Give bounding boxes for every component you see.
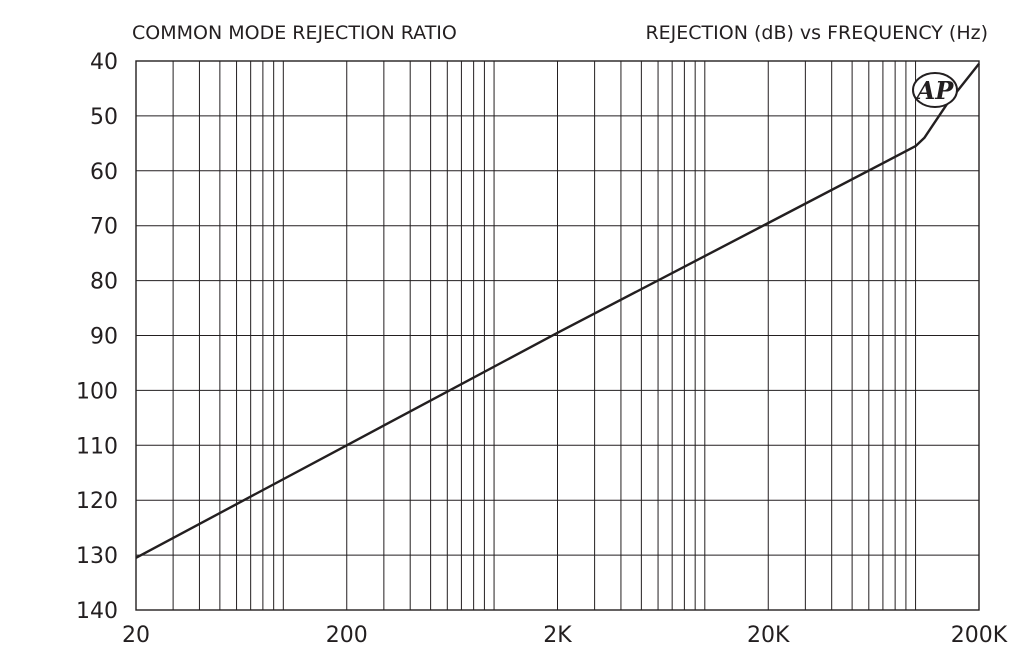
y-tick-label: 50	[90, 105, 118, 130]
plot-frame	[135, 60, 980, 611]
grid	[135, 60, 980, 611]
y-tick-label: 40	[90, 50, 118, 75]
logo-ring	[912, 72, 958, 108]
y-tick-label: 120	[76, 489, 118, 514]
x-tick-label: 2K	[543, 623, 572, 648]
y-tick-label: 90	[90, 325, 118, 350]
y-tick-label: 70	[90, 215, 118, 240]
x-tick-label: 200K	[951, 623, 1008, 648]
cmrr-line	[135, 62, 980, 559]
series	[135, 62, 980, 559]
y-axis-ticks: 40 50 60 70 80 90 100 110 120 130 140	[76, 50, 118, 624]
logo-text: AP	[915, 76, 955, 105]
chart-title-right: REJECTION (dB) vs FREQUENCY (Hz)	[645, 22, 988, 44]
y-tick-label: 110	[76, 434, 118, 459]
chart-title-left: COMMON MODE REJECTION RATIO	[132, 22, 457, 44]
x-tick-label: 200	[326, 623, 368, 648]
y-tick-label: 140	[76, 599, 118, 624]
y-tick-label: 60	[90, 160, 118, 185]
y-tick-label: 80	[90, 270, 118, 295]
x-axis-ticks: 20 200 2K 20K 200K	[122, 623, 1008, 648]
x-tick-label: 20K	[747, 623, 790, 648]
y-tick-label: 130	[76, 544, 118, 569]
x-tick-label: 20	[122, 623, 150, 648]
ap-logo: AP	[912, 72, 958, 108]
y-tick-label: 100	[76, 379, 118, 404]
